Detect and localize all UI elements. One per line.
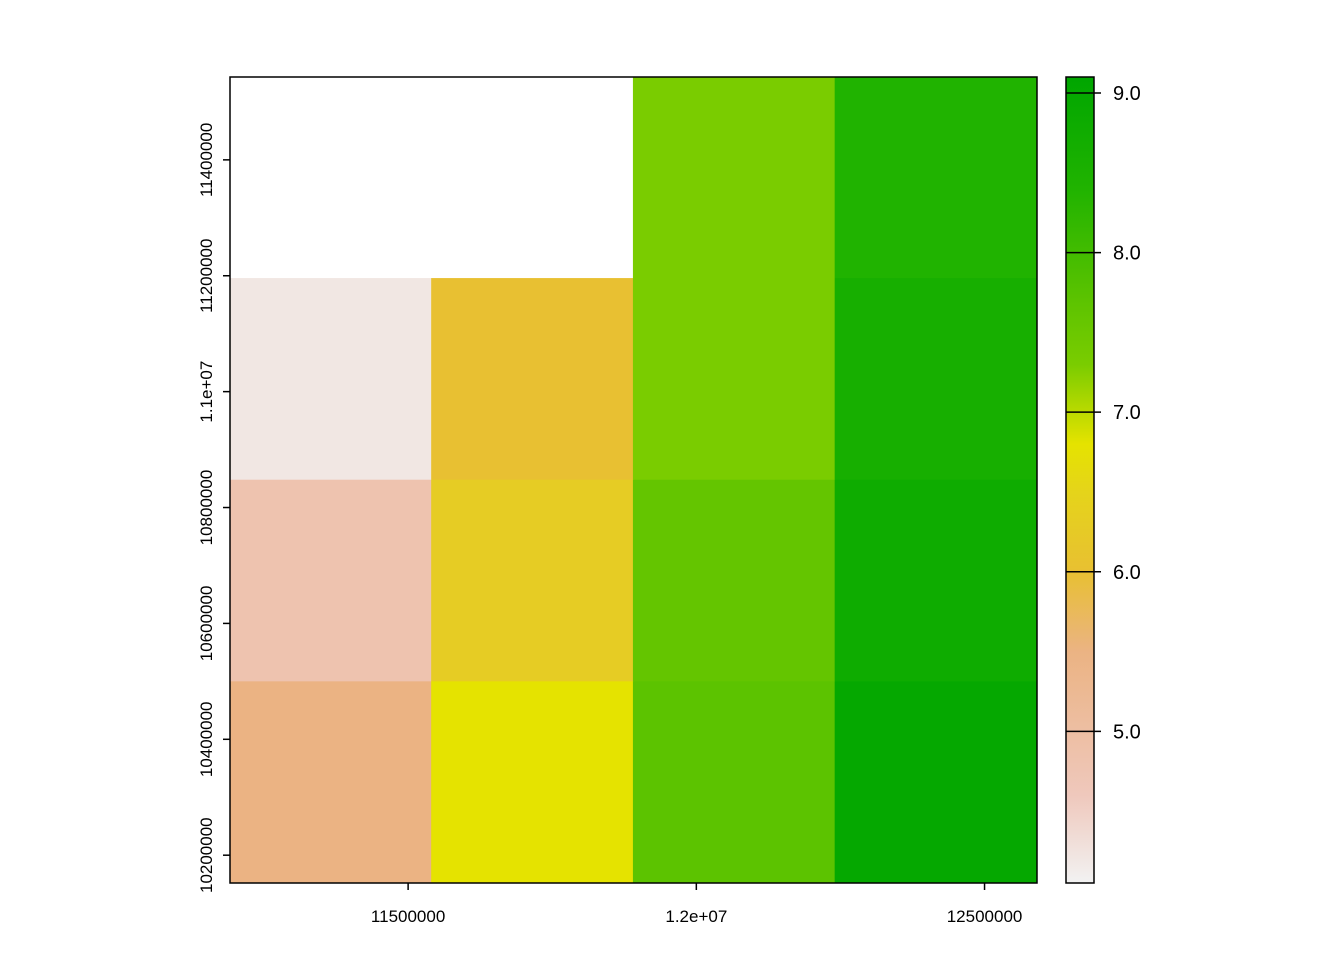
raster-cell: [632, 681, 836, 884]
x-tick-label: 11500000: [371, 907, 445, 926]
legend-colorbar: [1065, 76, 1095, 884]
y-tick-label: 1.1e+07: [197, 361, 216, 423]
legend-tick-label: 8.0: [1113, 243, 1141, 265]
raster-cell: [431, 479, 634, 682]
legend-tick-label: 9.0: [1113, 83, 1141, 105]
x-tick-label: 1.2e+07: [665, 907, 727, 926]
raster-cell: [834, 479, 1038, 682]
y-tick-label: 11400000: [197, 123, 216, 197]
y-tick-label: 10800000: [197, 470, 216, 546]
raster-cell: [230, 681, 432, 884]
legend-tick-label: 6.0: [1113, 562, 1141, 584]
y-tick-label: 10600000: [197, 586, 216, 662]
raster-cells: [230, 77, 1038, 884]
y-tick-label: 10200000: [197, 817, 216, 893]
raster-cell: [834, 77, 1038, 279]
raster-cell: [834, 278, 1038, 481]
legend-tick-label: 7.0: [1113, 402, 1141, 424]
legend-tick-label: 5.0: [1113, 721, 1141, 743]
raster-cell: [632, 278, 836, 481]
y-tick-label: 11200000: [197, 239, 216, 313]
x-axis: 11500000 1.2e+07 12500000: [371, 883, 1022, 926]
raster-cell: [632, 77, 836, 279]
raster-cell: [632, 479, 836, 682]
raster-cell: [230, 278, 432, 481]
plot-frame: [229, 76, 1038, 884]
raster-cell: [431, 681, 634, 884]
x-tick-label: 12500000: [947, 907, 1023, 926]
y-axis: 10200000 10400000 10600000 10800000 1.1e+07 1…: [197, 123, 230, 893]
legend-ticks: 5.0 6.0 7.0 8.0 9.0: [1066, 83, 1141, 743]
raster-cell: [230, 479, 432, 682]
raster-cell: [834, 681, 1038, 884]
y-tick-label: 10400000: [197, 701, 216, 777]
raster-cell: [431, 278, 634, 481]
